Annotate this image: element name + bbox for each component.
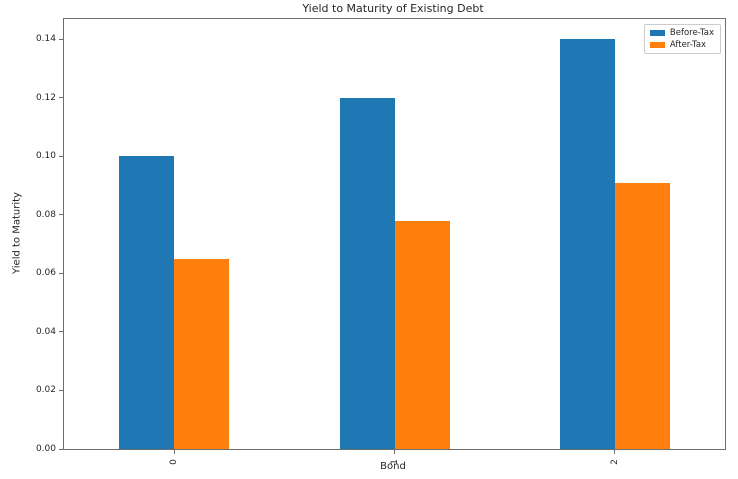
y-tick-label: 0.14 [35, 34, 56, 45]
legend-label: Before-Tax [669, 28, 714, 38]
y-tick-label: 0.06 [35, 268, 56, 279]
y-tick-label: 0.12 [35, 92, 56, 103]
y-tick-label: 0.04 [35, 326, 56, 337]
bar-before-tax-bond-2 [559, 39, 615, 449]
y-tick-label: 0.00 [35, 444, 56, 454]
legend-swatch-icon [649, 30, 665, 36]
y-tick-mark [59, 389, 63, 391]
bar-after-tax-bond-2 [614, 182, 670, 449]
y-tick-mark [59, 38, 63, 40]
y-tick-mark [59, 272, 63, 274]
y-tick-mark [59, 331, 63, 333]
x-tick-mark [394, 450, 395, 454]
y-tick-label: 0.02 [35, 385, 56, 396]
y-tick-mark [59, 155, 63, 157]
legend-label: After-Tax [669, 40, 707, 50]
bar-before-tax-bond-0 [119, 156, 175, 449]
y-tick-label: 0.08 [35, 209, 56, 220]
y-tick-mark [59, 448, 63, 450]
bar-after-tax-bond-0 [174, 258, 230, 449]
x-tick-label: 0 [169, 459, 180, 465]
x-tick-mark [614, 450, 616, 454]
legend-entry: Before-Tax [649, 28, 714, 38]
y-axis-label: Yield to Maturity [11, 192, 23, 274]
legend: Before-Tax After-Tax [643, 24, 721, 54]
legend-entry: After-Tax [649, 40, 714, 50]
bar-before-tax-bond-1 [339, 97, 395, 449]
x-tick-mark [173, 450, 175, 454]
bar-after-tax-bond-1 [394, 220, 450, 449]
x-axis-label: Bond [380, 461, 406, 472]
x-tick-label: 2 [609, 459, 620, 465]
y-tick-mark [59, 214, 63, 216]
chart-title: Yield to Maturity of Existing Debt [302, 2, 484, 15]
y-tick-label: 0.10 [35, 151, 56, 162]
legend-swatch-icon [649, 42, 665, 48]
y-tick-mark [59, 97, 63, 99]
